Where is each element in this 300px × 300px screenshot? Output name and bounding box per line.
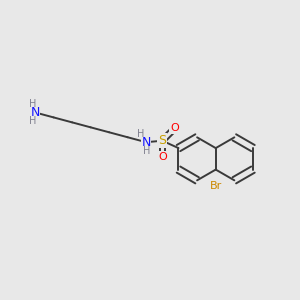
Text: N: N (141, 136, 151, 149)
Text: H: H (143, 146, 151, 156)
Text: O: O (170, 123, 179, 134)
Text: H: H (137, 129, 145, 139)
Text: Br: Br (210, 182, 222, 191)
Text: H: H (28, 99, 36, 109)
Text: O: O (158, 152, 167, 162)
Text: N: N (31, 106, 40, 119)
Text: H: H (28, 116, 36, 126)
Text: S: S (158, 134, 166, 147)
